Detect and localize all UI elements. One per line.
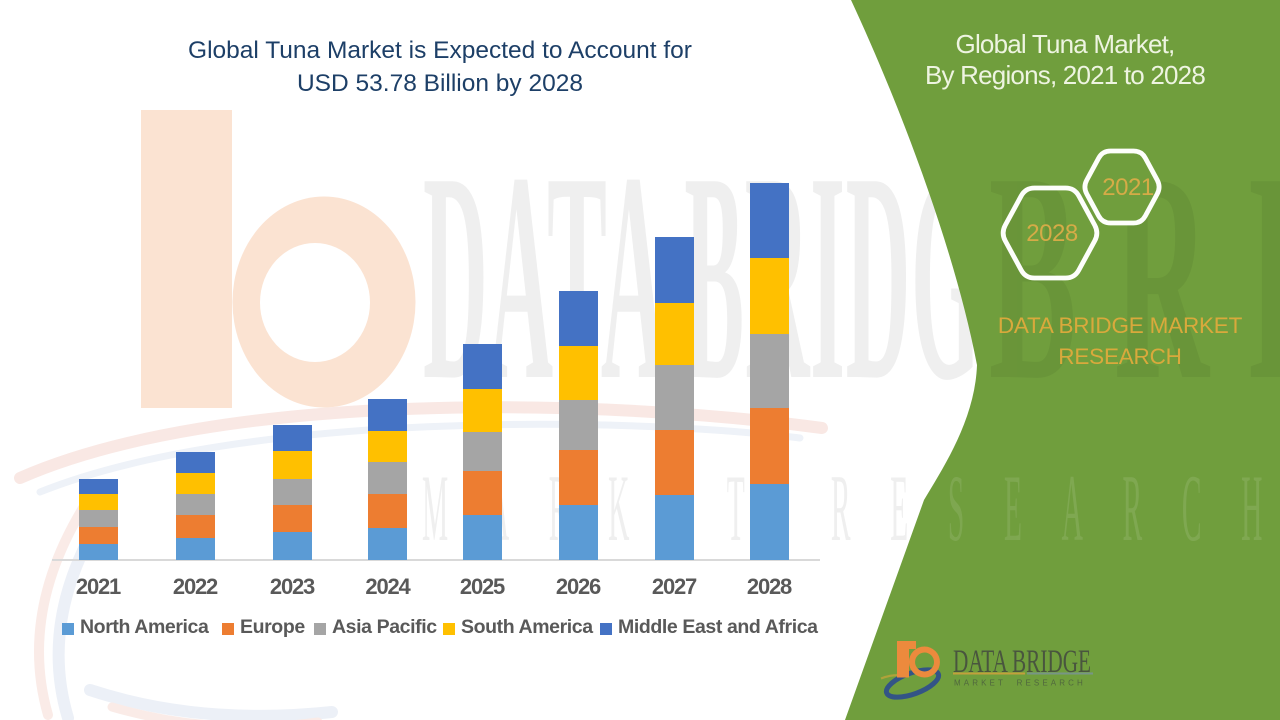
svg-text:MARKET RESEARCH: MARKET RESEARCH bbox=[422, 456, 1280, 561]
svg-text:DATA BRIDGE: DATA BRIDGE bbox=[953, 644, 1091, 680]
svg-text:MARKET RESEARCH: MARKET RESEARCH bbox=[954, 679, 1086, 688]
svg-text:DATA BRIDGE: DATA BRIDGE bbox=[423, 110, 1280, 441]
